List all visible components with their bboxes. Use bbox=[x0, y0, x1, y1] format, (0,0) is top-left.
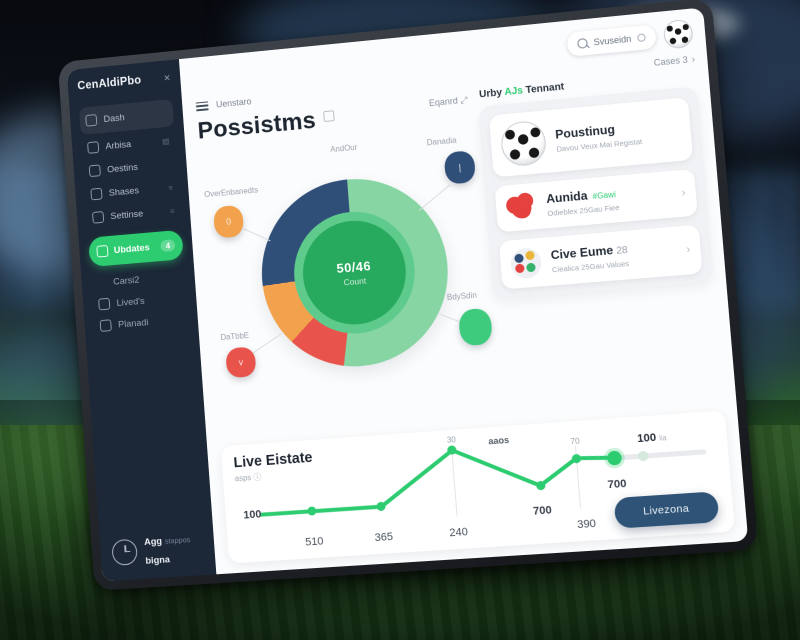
sidebar-collapse-icon[interactable]: ✕ bbox=[163, 72, 171, 83]
lives-icon bbox=[98, 298, 110, 311]
breadcrumb: Uenstaro bbox=[216, 96, 252, 109]
user-meta: stappos bbox=[165, 535, 191, 546]
x-axis-label: 240 bbox=[449, 526, 468, 539]
search-input[interactable]: Svuseidn bbox=[566, 24, 656, 57]
point-label: 700 bbox=[533, 504, 553, 517]
donut-top-label: AndOur bbox=[330, 143, 358, 154]
user-name: Agg bbox=[144, 536, 163, 548]
donut-chart[interactable]: 50/46 Count bbox=[255, 171, 454, 373]
search-icon bbox=[577, 38, 588, 49]
updates-badge: 4 bbox=[160, 239, 175, 252]
cases-link[interactable]: Cases 3 › bbox=[653, 54, 695, 68]
screenshot-stage: CenAldiPbo ✕ Dash Arbisa ▤ Oestins bbox=[0, 0, 800, 640]
live-action-button[interactable]: Livezona bbox=[613, 491, 719, 528]
legend-label-navy: Danadia bbox=[426, 136, 456, 148]
soccer-ball-icon bbox=[500, 120, 548, 168]
title-badge-icon bbox=[323, 110, 335, 122]
cards-panel: Poustinug Davou Veux Mai Registat Aunida… bbox=[478, 86, 714, 300]
legend-label-orange: OverEnbanedts bbox=[204, 186, 258, 200]
list-icon: ≡ bbox=[170, 206, 175, 215]
chart-section: Possistms Eqanrd ⤢ AndOur bbox=[197, 91, 493, 441]
line-chart[interactable]: 100 lia 100 30 aaos 70 700 700 510 365 240 390 bbox=[239, 420, 718, 555]
legend-label-green: BdySdin bbox=[447, 291, 478, 302]
settings-icon bbox=[92, 211, 104, 224]
chevron-right-icon: › bbox=[691, 54, 695, 64]
point-label: 30 bbox=[447, 435, 457, 445]
sidebar-item-active-ubdates[interactable]: Ubdates 4 bbox=[88, 230, 184, 267]
card-aunida[interactable]: Aunida #Gawi Odieblex 25Gau Fiee › bbox=[495, 169, 698, 233]
card-poustinug[interactable]: Poustinug Davou Veux Mai Registat bbox=[489, 97, 693, 177]
planner-icon bbox=[100, 319, 112, 332]
palette-icon bbox=[510, 247, 543, 280]
legend-label-red: DaTbbE bbox=[220, 331, 249, 342]
legend-badge-red[interactable]: v bbox=[225, 346, 256, 378]
legend-badge-orange[interactable]: 0 bbox=[213, 205, 244, 239]
profile-avatar-ball[interactable] bbox=[663, 19, 694, 50]
point-label: 700 bbox=[607, 478, 627, 491]
list-icon: ≡ bbox=[168, 183, 173, 192]
x-axis-label: 390 bbox=[577, 518, 597, 531]
point-label: 70 bbox=[570, 437, 580, 447]
app-screen: CenAldiPbo ✕ Dash Arbisa ▤ Oestins bbox=[67, 7, 748, 581]
card-cive-eume[interactable]: Cive Eume 28 Ciealica 25Gau Values › bbox=[499, 225, 703, 290]
donut-center-sub: Count bbox=[343, 275, 366, 287]
point-label: 100 bbox=[243, 509, 262, 522]
voice-search-icon bbox=[637, 33, 646, 42]
x-axis-label: 365 bbox=[374, 531, 393, 544]
point-label: aaos bbox=[488, 435, 509, 447]
updates-icon bbox=[96, 245, 108, 258]
app-logo: CenAldiPbo bbox=[77, 75, 142, 93]
menu-icon[interactable] bbox=[196, 101, 209, 111]
expand-link[interactable]: Eqanrd ⤢ bbox=[429, 94, 468, 109]
grid-icon bbox=[87, 141, 99, 154]
expand-icon: ⤢ bbox=[460, 94, 468, 105]
donut-chart-area: AndOur 50/46 Count bbox=[199, 123, 509, 395]
legend-badge-green[interactable] bbox=[458, 308, 493, 347]
card-tag: #Gawi bbox=[592, 190, 616, 201]
tablet-device: CenAldiPbo ✕ Dash Arbisa ▤ Oestins bbox=[58, 0, 759, 591]
donut-center-value: 50/46 bbox=[336, 258, 372, 276]
card-subtitle: Odieblex 25Gau Fiee bbox=[547, 203, 620, 218]
sidebar-user[interactable]: Agg stappos bigna bbox=[109, 528, 206, 571]
stats-icon bbox=[89, 164, 101, 177]
chevron-right-icon[interactable]: › bbox=[686, 244, 691, 256]
heart-icon bbox=[505, 192, 537, 223]
dash-icon bbox=[85, 114, 97, 127]
x-axis-label: 510 bbox=[305, 535, 324, 548]
user-avatar-icon bbox=[111, 538, 138, 565]
chevron-right-icon[interactable]: › bbox=[681, 187, 686, 199]
main-area: Svuseidn Uenstaro Cases 3 › bbox=[179, 7, 748, 574]
right-panel: Urby AJs Tennant Poustinug Davou Veux Ma… bbox=[477, 69, 724, 420]
share-icon bbox=[90, 188, 102, 201]
slider-value: 100 lia bbox=[637, 431, 667, 445]
hint-icon: ▤ bbox=[162, 136, 170, 145]
title-accent: AJs bbox=[504, 85, 523, 98]
legend-badge-navy[interactable]: | bbox=[444, 150, 476, 185]
user-name-2: bigna bbox=[145, 554, 170, 566]
search-text: Svuseidn bbox=[593, 34, 631, 48]
